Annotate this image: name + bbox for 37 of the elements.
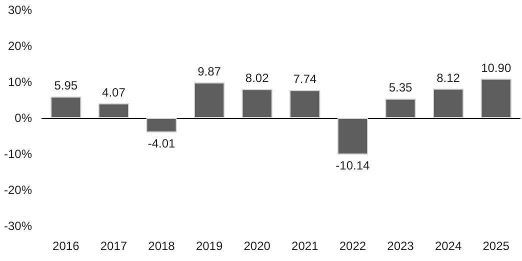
bar (385, 98, 416, 118)
data-label: 4.07 (102, 85, 126, 100)
x-tick-label: 2018 (148, 239, 176, 253)
data-label: 5.95 (54, 78, 78, 93)
data-label: -10.14 (336, 158, 370, 173)
bar (480, 78, 512, 118)
y-tick-label: 0% (14, 111, 32, 125)
x-tick-label: 2025 (482, 239, 510, 253)
x-tick-label: 2016 (52, 239, 80, 253)
data-label: 9.87 (198, 64, 222, 78)
data-label: -4.01 (148, 136, 176, 150)
data-label: 5.35 (388, 80, 412, 95)
data-label: 8.12 (436, 70, 460, 85)
bar (337, 118, 368, 155)
bar (194, 82, 225, 118)
bar (290, 90, 320, 118)
y-tick-label: 10% (8, 75, 32, 89)
bar (98, 103, 129, 118)
x-tick-label: 2020 (244, 239, 271, 253)
data-label: 7.74 (293, 72, 317, 86)
bar (433, 88, 464, 118)
y-tick-label: -10% (4, 147, 32, 161)
y-tick-label: 20% (8, 39, 32, 53)
x-tick-label: 2019 (196, 239, 223, 253)
data-label: 10.90 (481, 60, 512, 75)
x-tick-label: 2023 (387, 239, 414, 253)
y-tick-label: -20% (4, 183, 32, 197)
y-tick-label: -30% (4, 219, 32, 233)
bar (146, 118, 177, 132)
x-tick-label: 2022 (339, 239, 366, 253)
data-label: 8.02 (245, 71, 270, 86)
x-tick-label: 2017 (100, 239, 128, 253)
bar (50, 96, 82, 118)
x-tick-label: 2024 (434, 239, 462, 253)
x-tick-label: 2021 (292, 239, 319, 253)
y-tick-label: 30% (8, 3, 32, 17)
bar (242, 89, 272, 118)
